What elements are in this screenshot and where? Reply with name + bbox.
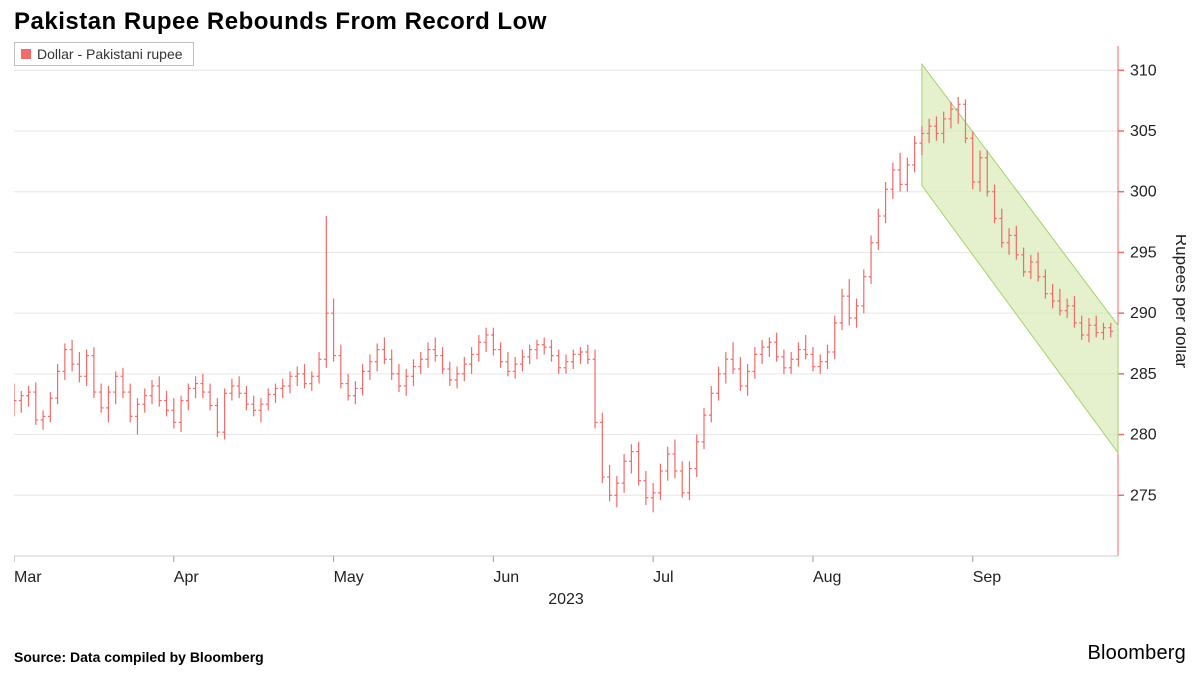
svg-text:285: 285 [1130,366,1157,383]
svg-text:290: 290 [1130,305,1157,322]
svg-text:Sep: Sep [973,569,1002,586]
chart-container: Pakistan Rupee Rebounds From Record Low … [0,0,1200,675]
footer-row: Source: Data compiled by Bloomberg Bloom… [14,642,1186,665]
svg-text:Mar: Mar [14,569,42,586]
svg-text:Apr: Apr [174,569,200,586]
svg-text:280: 280 [1130,427,1157,444]
chart-svg: 275 280 285 290 295 300 305 310 Rupees per dolla… [14,46,1186,618]
svg-text:300: 300 [1130,184,1157,201]
svg-text:2023: 2023 [548,591,584,608]
chart-plot: 275 280 285 290 295 300 305 310 Rupees per dolla… [14,46,1186,618]
svg-text:295: 295 [1130,244,1157,261]
svg-text:Rupees per dollar: Rupees per dollar [1172,234,1186,369]
svg-text:305: 305 [1130,123,1157,140]
svg-text:275: 275 [1130,487,1157,504]
svg-text:310: 310 [1130,62,1157,79]
svg-text:Aug: Aug [813,569,841,586]
source-text: Source: Data compiled by Bloomberg [14,649,264,665]
brand-label: Bloomberg [1087,642,1186,665]
svg-text:May: May [334,569,364,586]
chart-title: Pakistan Rupee Rebounds From Record Low [14,8,547,36]
svg-text:Jun: Jun [493,569,519,586]
svg-text:Jul: Jul [653,569,673,586]
